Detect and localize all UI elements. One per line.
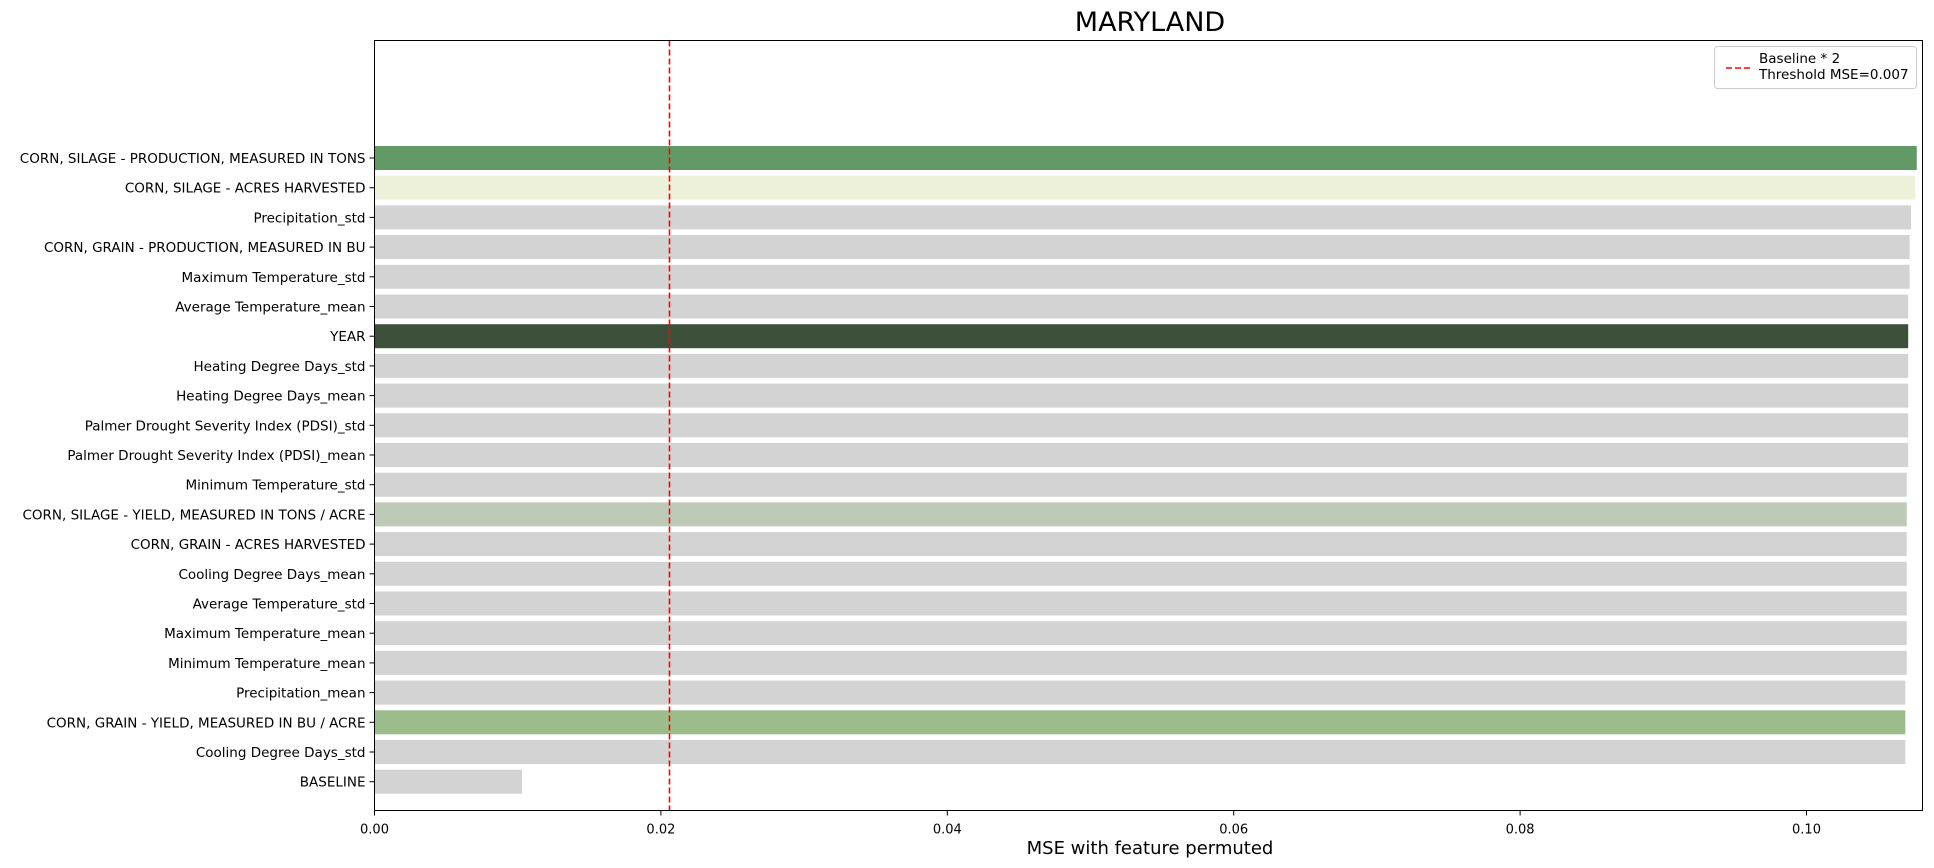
y-tick-label: Heating Degree Days_std [194,359,366,375]
x-tick-label: 0.02 [646,823,675,838]
bar [374,561,1907,586]
bar [374,740,1906,764]
legend-label-line1: Baseline * 2 [1759,51,1840,67]
chart-title: MARYLAND [1075,7,1225,38]
y-tick-label: Palmer Drought Severity Index (PDSI)_std [85,418,366,434]
x-tick-label: 0.00 [360,823,389,838]
y-tick-label: CORN, GRAIN - YIELD, MEASURED IN BU / AC… [47,715,366,731]
bar [374,680,1906,705]
legend-box [1714,46,1917,89]
y-tick-label: Minimum Temperature_std [185,478,365,494]
bar [374,324,1909,349]
y-tick-label: Minimum Temperature_mean [168,656,365,672]
bar [374,294,1909,319]
bar [374,175,1916,200]
x-axis-label: MSE with feature permuted [1027,838,1274,859]
bar [374,710,1906,735]
bar [374,205,1912,230]
y-tick-label: Maximum Temperature_std [182,270,366,286]
bar [374,383,1909,408]
y-tick-label: Precipitation_mean [236,686,365,702]
x-tick-label: 0.04 [933,823,962,838]
y-tick-label: CORN, SILAGE - PRODUCTION, MEASURED IN T… [20,151,366,167]
bar [374,146,1917,170]
bar [374,591,1907,616]
y-tick-label: CORN, GRAIN - ACRES HARVESTED [131,537,366,553]
bar [374,264,1910,289]
y-tick-label: Cooling Degree Days_mean [178,567,365,583]
y-tick-label: YEAR [329,329,365,345]
x-tick-label: 0.08 [1506,823,1535,838]
legend: Baseline * 2 Threshold MSE=0.007 [1714,46,1917,89]
bar [374,502,1907,527]
legend-label-line2: Threshold MSE=0.007 [1758,67,1909,83]
x-tick-label: 0.06 [1219,823,1248,838]
bar [374,413,1909,438]
y-tick-label: CORN, SILAGE - YIELD, MEASURED IN TONS /… [22,507,365,523]
bar [374,769,522,794]
y-tick-label: CORN, SILAGE - ACRES HARVESTED [125,181,366,197]
y-tick-label: Cooling Degree Days_std [196,745,366,761]
bar [374,532,1907,557]
y-tick-label: Precipitation_std [253,210,365,226]
bar [374,353,1909,378]
bar [374,650,1907,675]
bar [374,235,1910,260]
y-axis: CORN, SILAGE - PRODUCTION, MEASURED IN T… [20,151,375,791]
y-tick-label: Maximum Temperature_mean [164,626,365,642]
x-axis: 0.00 0.02 0.04 0.06 0.08 0.10 [360,810,1821,838]
bar [374,472,1907,497]
y-tick-label: BASELINE [300,775,366,791]
bar [374,621,1907,646]
bars-group [374,146,1917,794]
bar [374,443,1909,467]
y-tick-label: Heating Degree Days_mean [176,389,365,405]
x-tick-label: 0.10 [1792,823,1821,838]
y-tick-label: Average Temperature_std [193,597,366,613]
y-tick-label: Palmer Drought Severity Index (PDSI)_mea… [67,448,365,464]
y-tick-label: Average Temperature_mean [175,300,365,316]
y-tick-label: CORN, GRAIN - PRODUCTION, MEASURED IN BU [44,240,366,256]
